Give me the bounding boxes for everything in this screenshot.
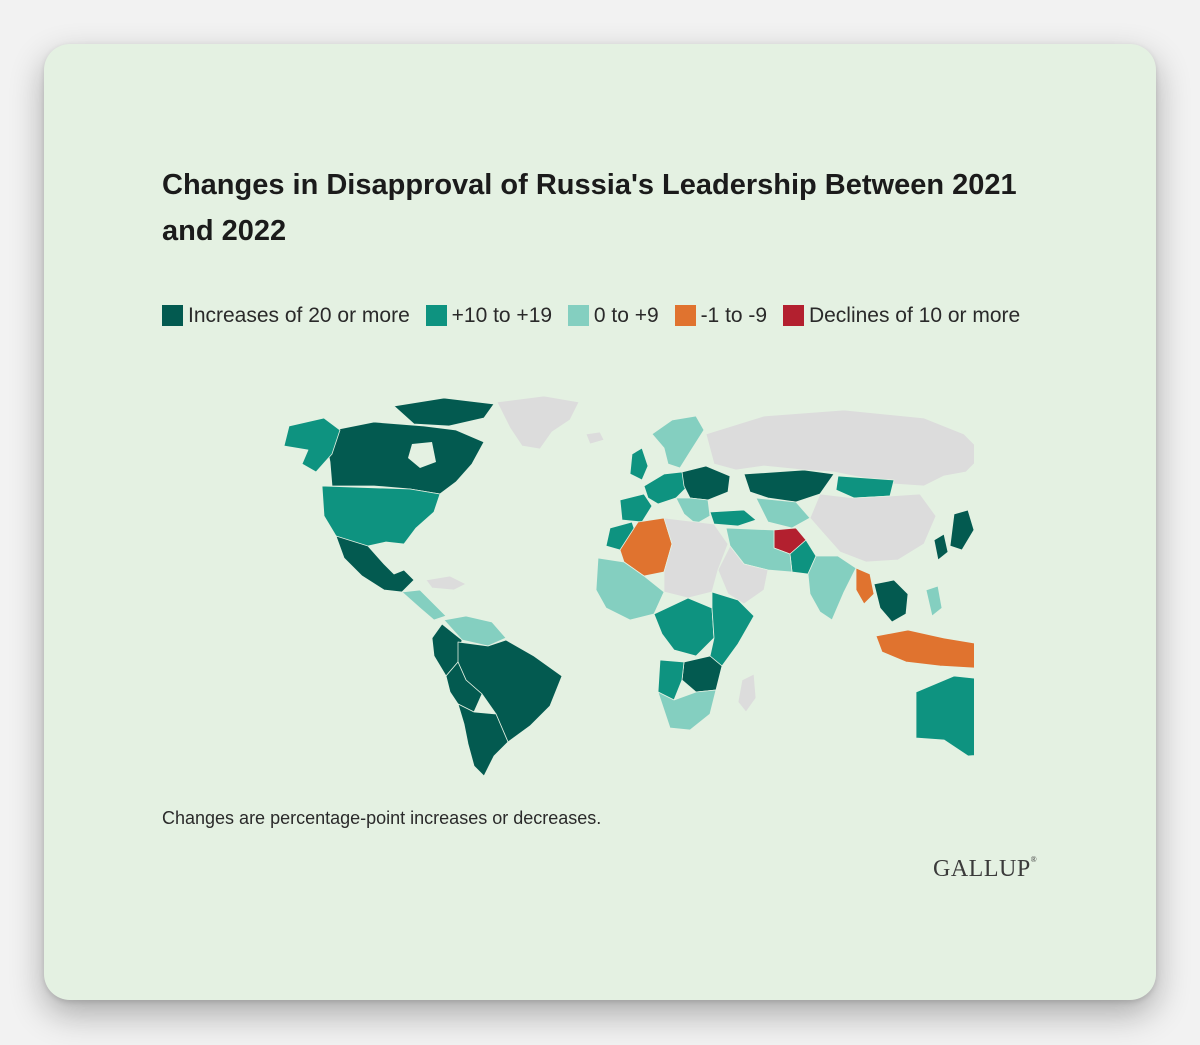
region-western-europe [643, 471, 689, 505]
region-indochina [873, 579, 909, 623]
region-central-africa [653, 597, 715, 657]
gallup-logo: GALLUP® [933, 855, 1037, 883]
region-scandinavia [651, 415, 705, 469]
world-map [283, 395, 974, 777]
region-iceland [585, 431, 605, 445]
region-arctic-islands [393, 397, 495, 427]
legend-item-decline-10: Declines of 10 or more [782, 304, 1021, 327]
region-british-isles [629, 447, 649, 481]
legend: Increases of 20 or more +10 to +19 0 to … [162, 300, 1042, 332]
region-australia [915, 675, 974, 757]
chart-note: Changes are percentage-point increases o… [162, 808, 602, 828]
region-mexico [335, 535, 415, 593]
legend-swatch [425, 305, 447, 326]
legend-label: Increases of 20 or more [188, 304, 410, 327]
region-south-africa [657, 689, 717, 731]
region-india [807, 555, 857, 621]
legend-label: +10 to +19 [451, 304, 553, 327]
legend-label: 0 to +9 [593, 304, 659, 327]
legend-label: Declines of 10 or more [808, 304, 1021, 327]
region-greenland [496, 395, 580, 450]
chart-title: Changes in Disapproval of Russia's Leade… [162, 169, 1017, 247]
region-arabia [717, 545, 769, 605]
logo-text: GALLUP [933, 856, 1031, 882]
legend-swatch [782, 305, 804, 326]
region-philippines [925, 585, 943, 617]
region-korea [933, 533, 949, 561]
region-north-africa [663, 517, 729, 599]
region-eastern-europe [681, 465, 731, 501]
region-myanmar [855, 567, 875, 605]
chart-card: Changes in Disapproval of Russia's Leade… [44, 44, 1156, 1000]
region-indonesia [875, 629, 974, 669]
legend-item-increase-20: Increases of 20 or more [162, 304, 410, 327]
region-alaska [283, 417, 341, 473]
region-mongolia [835, 475, 895, 499]
legend-item-decline-1-9: -1 to -9 [674, 304, 768, 327]
legend-item-increase-0-9: 0 to +9 [567, 304, 659, 327]
region-southern-cone [457, 703, 509, 777]
region-east-africa [709, 591, 755, 667]
region-turkey [709, 509, 757, 527]
region-southern-europe [675, 497, 711, 525]
region-russia [705, 409, 974, 487]
registered-mark: ® [1030, 855, 1038, 864]
legend-label: -1 to -9 [700, 304, 768, 327]
region-usa [321, 485, 441, 553]
region-central-america [401, 589, 447, 621]
legend-swatch [567, 305, 589, 326]
region-kazakhstan [743, 469, 835, 503]
region-central-asia [755, 497, 811, 529]
region-china [809, 493, 937, 563]
region-zambia-zimbabwe [681, 655, 723, 693]
legend-swatch [162, 305, 183, 326]
region-iberia [619, 493, 653, 523]
legend-item-increase-10-19: +10 to +19 [425, 304, 553, 327]
region-canada [323, 421, 485, 495]
region-angola [657, 659, 685, 701]
region-madagascar [737, 673, 757, 713]
region-hudson-bay [408, 442, 436, 468]
legend-swatch [674, 305, 696, 326]
region-caribbean [425, 575, 467, 591]
region-andes-central [445, 661, 483, 713]
region-japan [949, 509, 974, 551]
